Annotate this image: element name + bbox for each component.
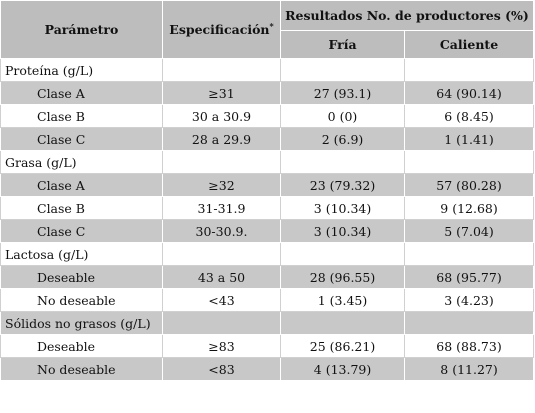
table-row: No deseable <43 1 (3.45) 3 (4.23): [0, 288, 535, 312]
row-spec: [162, 311, 281, 335]
table-row: Clase C 30-30.9. 3 (10.34) 5 (7.04): [0, 219, 535, 243]
header-especificacion: Especificación*: [162, 0, 281, 59]
row-caliente: 3 (4.23): [403, 288, 535, 312]
row-fria: [280, 58, 405, 82]
row-label: Lactosa (g/L): [0, 242, 163, 266]
table-row: Clase A ≥31 27 (93.1) 64 (90.14): [0, 81, 535, 105]
row-spec: 30 a 30.9: [162, 104, 281, 128]
table-row: Deseable ≥83 25 (86.21) 68 (88.73): [0, 334, 535, 358]
row-spec: ≥83: [162, 334, 281, 358]
row-caliente: 5 (7.04): [403, 219, 535, 243]
row-caliente: 1 (1.41): [403, 127, 535, 151]
row-spec: 30-30.9.: [162, 219, 281, 243]
row-spec: [162, 242, 281, 266]
row-caliente: 68 (95.77): [403, 265, 535, 289]
row-caliente: 68 (88.73): [403, 334, 535, 358]
row-spec: 31-31.9: [162, 196, 281, 220]
results-table: Parámetro Especificación* Resultados No.…: [0, 0, 535, 381]
row-fria: 1 (3.45): [280, 288, 405, 312]
row-caliente: [403, 150, 535, 174]
header-caliente: Caliente: [403, 30, 535, 59]
row-label: Clase C: [0, 127, 163, 151]
row-spec: 43 a 50: [162, 265, 281, 289]
table-row: Clase C 28 a 29.9 2 (6.9) 1 (1.41): [0, 127, 535, 151]
row-caliente: [403, 58, 535, 82]
row-fria: 25 (86.21): [280, 334, 405, 358]
table-row: Grasa (g/L): [0, 150, 535, 174]
row-fria: 4 (13.79): [280, 357, 405, 381]
row-fria: 0 (0): [280, 104, 405, 128]
row-caliente: [403, 242, 535, 266]
header-resultados: Resultados No. de productores (%): [279, 0, 535, 31]
row-spec: <83: [162, 357, 281, 381]
row-spec: [162, 150, 281, 174]
row-fria: 28 (96.55): [280, 265, 405, 289]
row-label: No deseable: [0, 288, 163, 312]
row-caliente: 9 (12.68): [403, 196, 535, 220]
row-spec: [162, 58, 281, 82]
row-label: Deseable: [0, 334, 163, 358]
row-fria: 3 (10.34): [280, 219, 405, 243]
row-caliente: 8 (11.27): [403, 357, 535, 381]
table-row: Clase B 31-31.9 3 (10.34) 9 (12.68): [0, 196, 535, 220]
row-fria: [280, 150, 405, 174]
row-spec: ≥31: [162, 81, 281, 105]
row-caliente: 64 (90.14): [403, 81, 535, 105]
row-label: Clase A: [0, 81, 163, 105]
row-caliente: [403, 311, 535, 335]
row-fria: [280, 311, 405, 335]
row-fria: 23 (79.32): [280, 173, 405, 197]
table-row: Clase A ≥32 23 (79.32) 57 (80.28): [0, 173, 535, 197]
row-label: Deseable: [0, 265, 163, 289]
table-row: Deseable 43 a 50 28 (96.55) 68 (95.77): [0, 265, 535, 289]
row-label: Clase C: [0, 219, 163, 243]
row-label: Grasa (g/L): [0, 150, 163, 174]
row-fria: 27 (93.1): [280, 81, 405, 105]
row-fria: 2 (6.9): [280, 127, 405, 151]
table-row: Sólidos no grasos (g/L): [0, 311, 535, 335]
row-spec: <43: [162, 288, 281, 312]
table-row: Lactosa (g/L): [0, 242, 535, 266]
row-caliente: 6 (8.45): [403, 104, 535, 128]
row-spec: 28 a 29.9: [162, 127, 281, 151]
row-fria: [280, 242, 405, 266]
header-fria: Fría: [280, 30, 405, 59]
row-label: Sólidos no grasos (g/L): [0, 311, 163, 335]
table-row: No deseable <83 4 (13.79) 8 (11.27): [0, 357, 535, 381]
table-row: Clase B 30 a 30.9 0 (0) 6 (8.45): [0, 104, 535, 128]
row-label: Proteína (g/L): [0, 58, 163, 82]
row-fria: 3 (10.34): [280, 196, 405, 220]
row-label: Clase A: [0, 173, 163, 197]
row-label: Clase B: [0, 104, 163, 128]
table-row: Proteína (g/L): [0, 58, 535, 82]
row-caliente: 57 (80.28): [403, 173, 535, 197]
row-label: Clase B: [0, 196, 163, 220]
row-spec: ≥32: [162, 173, 281, 197]
row-label: No deseable: [0, 357, 163, 381]
header-parametro: Parámetro: [0, 0, 163, 59]
header-especificacion-label: Especificación: [169, 22, 270, 38]
footnote-mark: *: [269, 21, 274, 32]
